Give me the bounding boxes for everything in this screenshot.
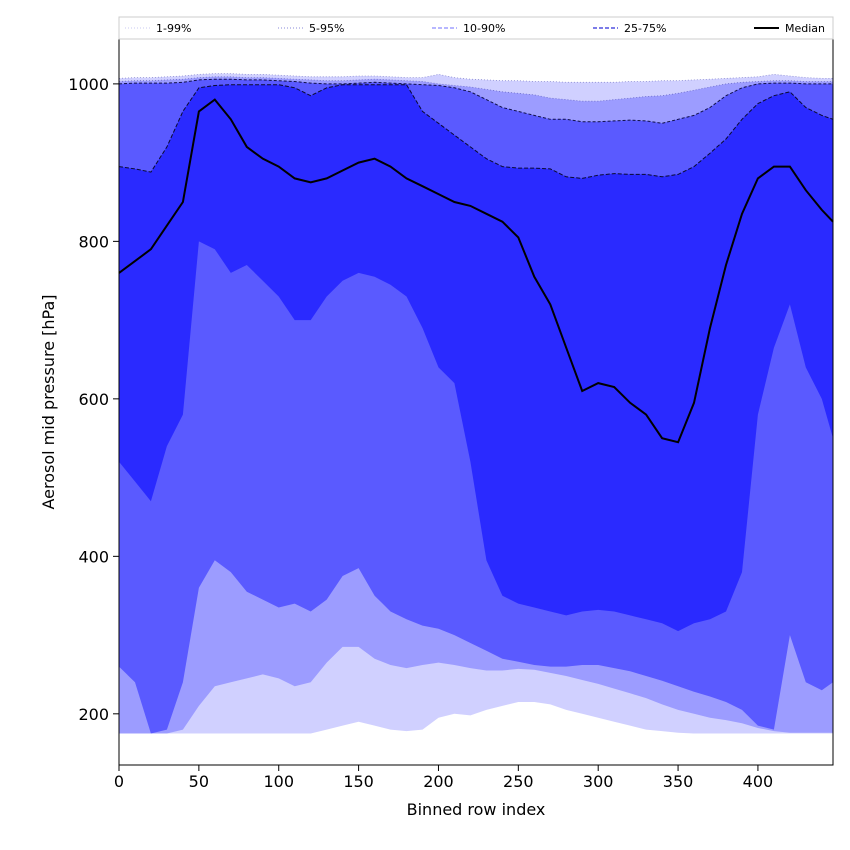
x-tick-label: 350 xyxy=(663,772,694,791)
x-axis: 0 50 100 150 200 250 300 350 400 xyxy=(114,765,773,791)
series-line-p75 xyxy=(118,84,834,179)
y-axis-label: Aerosol mid pressure [hPa] xyxy=(39,294,58,509)
legend: 1-99% 5-95% 10-90% 25-75% Median xyxy=(118,16,834,40)
y-tick-label: 200 xyxy=(78,705,109,724)
x-tick-label: 150 xyxy=(343,772,374,791)
x-tick-label: 300 xyxy=(583,772,614,791)
x-tick-label: 400 xyxy=(743,772,774,791)
y-tick-label: 800 xyxy=(78,232,109,251)
series-line-p99 xyxy=(118,73,833,83)
y-axis: 200 400 600 800 1000 xyxy=(68,75,119,724)
median-layer xyxy=(118,98,834,444)
y-tick-label: 400 xyxy=(78,547,109,566)
series-line-median xyxy=(118,98,834,444)
band-25-75 xyxy=(119,84,833,632)
x-tick-label: 100 xyxy=(263,772,294,791)
y-tick-label: 1000 xyxy=(68,75,109,94)
series-line-p95 xyxy=(118,76,833,102)
series-line-p90 xyxy=(118,78,833,124)
percentile-bands xyxy=(118,73,834,734)
y-tick-label: 600 xyxy=(78,390,109,409)
x-axis-label: Binned row index xyxy=(407,800,546,819)
x-tick-label: 50 xyxy=(189,772,209,791)
legend-label: 25-75% xyxy=(624,22,666,35)
legend-label: Median xyxy=(785,22,825,35)
legend-label: 10-90% xyxy=(463,22,505,35)
legend-box xyxy=(118,16,834,40)
x-tick-label: 200 xyxy=(423,772,454,791)
legend-label: 1-99% xyxy=(156,22,191,35)
x-tick-label: 0 xyxy=(114,772,124,791)
x-tick-label: 250 xyxy=(503,772,534,791)
legend-label: 5-95% xyxy=(309,22,344,35)
